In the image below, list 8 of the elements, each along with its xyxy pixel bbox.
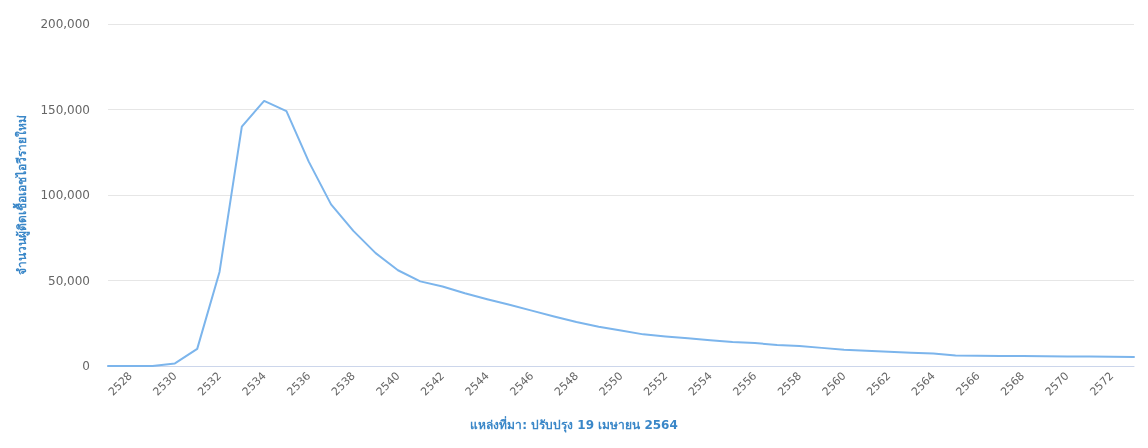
y-axis-title: จำนวนผู้ติดเชื้อเอชไอวีรายใหม่ [12, 115, 30, 275]
y-tick-label: 150,000 [40, 102, 90, 117]
y-tick-label: 100,000 [40, 188, 90, 202]
text: แหล่งที่มา: ปรับปรุง 19 เมษายน 2564 [470, 416, 678, 433]
line-series [107, 99, 1135, 367]
y-tick-label: 50,000 [48, 273, 90, 288]
y-tick-label: 0 [82, 359, 90, 373]
y-tick-label: 200,000 [40, 17, 90, 31]
